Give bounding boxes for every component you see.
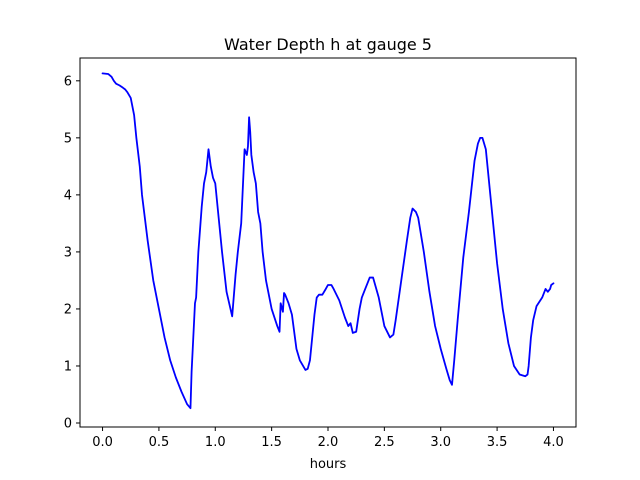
x-tick-label: 0.0 xyxy=(92,435,113,450)
plot-area xyxy=(101,72,555,410)
x-tick-label: 1.5 xyxy=(261,435,282,450)
y-axis: 0 1 2 3 4 5 6 xyxy=(64,74,80,432)
y-tick-label: 3 xyxy=(64,245,72,260)
x-tick-label: 3.5 xyxy=(487,435,508,450)
x-axis-title: hours xyxy=(310,457,347,472)
x-tick-label: 3.0 xyxy=(430,435,451,450)
series-line-1 xyxy=(101,72,555,410)
x-tick-label: 4.0 xyxy=(543,435,564,450)
x-axis: 0.0 0.5 1.0 1.5 2.0 2.5 3.0 3.5 4.0 xyxy=(92,427,564,450)
chart-title: Water Depth h at gauge 5 xyxy=(224,35,432,54)
y-tick-label: 6 xyxy=(64,74,72,89)
y-tick-label: 1 xyxy=(64,359,72,374)
x-tick-label: 1.0 xyxy=(205,435,226,450)
y-tick-label: 4 xyxy=(64,188,72,203)
y-tick-label: 5 xyxy=(64,131,72,146)
x-tick-label: 2.5 xyxy=(374,435,395,450)
y-tick-label: 0 xyxy=(64,417,72,432)
y-tick-label: 2 xyxy=(64,302,72,317)
x-tick-label: 0.5 xyxy=(149,435,170,450)
x-tick-label: 2.0 xyxy=(318,435,339,450)
